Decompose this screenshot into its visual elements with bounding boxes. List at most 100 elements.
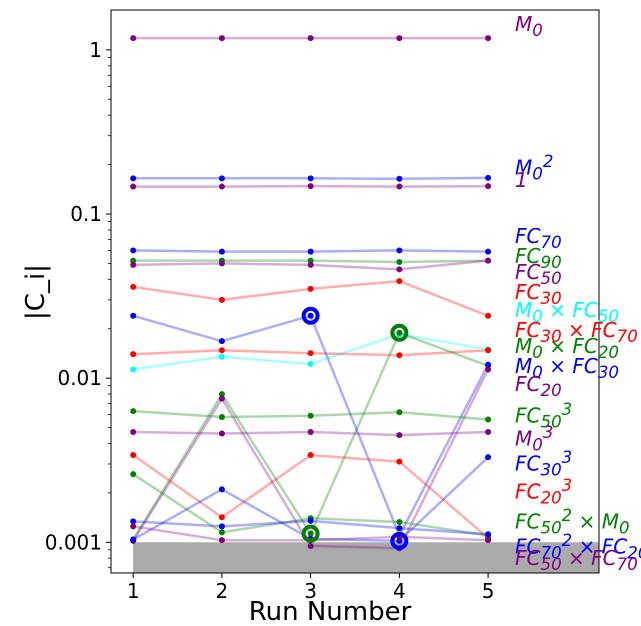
- series-label: FC70: [515, 224, 562, 252]
- y-tick-label: 0.001: [45, 530, 102, 554]
- x-tick-label: 4: [393, 579, 406, 603]
- data-point: [307, 35, 314, 42]
- data-point: [218, 353, 225, 360]
- data-point: [130, 408, 137, 415]
- data-point: [130, 257, 137, 264]
- data-point: [485, 537, 492, 544]
- data-point: [130, 283, 137, 290]
- data-point: [218, 486, 225, 493]
- data-point: [218, 296, 225, 303]
- data-point: [396, 432, 403, 439]
- data-point: [485, 366, 492, 373]
- series-label: M0: [515, 12, 543, 40]
- data-point: [307, 350, 314, 357]
- series-label: FC502 × M0: [515, 506, 630, 538]
- data-point: [218, 529, 225, 536]
- series-label: FC303: [515, 448, 573, 480]
- x-tick-label: 1: [127, 579, 140, 603]
- data-point: [485, 174, 492, 181]
- data-point: [307, 285, 314, 292]
- data-point: [485, 416, 492, 423]
- series-label: FC50 × FC70: [515, 546, 638, 574]
- data-point: [218, 514, 225, 521]
- series-label: FC203: [515, 476, 573, 508]
- data-point: [218, 175, 225, 182]
- series-label: M02: [515, 152, 554, 184]
- series-label: FC50: [515, 260, 562, 288]
- data-point: [307, 312, 314, 319]
- data-point: [485, 248, 492, 255]
- data-point: [307, 452, 314, 459]
- data-point: [130, 261, 137, 268]
- data-point: [485, 428, 492, 435]
- data-point: [307, 412, 314, 419]
- data-point: [307, 257, 314, 264]
- data-point: [307, 360, 314, 367]
- x-tick-label: 2: [216, 579, 229, 603]
- highlight-ring: [301, 306, 320, 325]
- plot-frame: [110, 9, 600, 574]
- data-point: [218, 338, 225, 345]
- data-point: [396, 278, 403, 285]
- data-point: [218, 35, 225, 42]
- data-point: [307, 261, 314, 268]
- x-tick-label: 3: [304, 579, 317, 603]
- data-point: [396, 175, 403, 182]
- data-point: [130, 312, 137, 319]
- data-point: [485, 183, 492, 190]
- data-point: [485, 347, 492, 354]
- data-point: [218, 537, 225, 544]
- series-label: FC30 × FC70: [515, 318, 638, 346]
- data-point: [396, 352, 403, 359]
- data-point: [307, 517, 314, 524]
- highlight-ring: [390, 531, 409, 550]
- plot-background: [111, 10, 599, 573]
- series-label: FC503: [515, 400, 573, 432]
- series-label: FC90: [515, 244, 562, 272]
- data-point: [130, 35, 137, 42]
- data-point: [485, 361, 492, 368]
- highlight-ring: [390, 323, 409, 342]
- data-point: [218, 248, 225, 255]
- data-point: [218, 183, 225, 190]
- series-label: 1: [515, 168, 528, 192]
- data-point: [218, 260, 225, 267]
- data-point: [130, 351, 137, 358]
- data-point: [130, 536, 137, 543]
- data-point: [218, 413, 225, 420]
- series-label: FC30: [515, 280, 562, 308]
- series-label: M0 × FC30: [515, 354, 620, 382]
- series-label: M0 × FC50: [515, 298, 620, 326]
- data-point: [218, 395, 225, 402]
- highlight-ring: [301, 524, 320, 543]
- data-point: [218, 430, 225, 437]
- x-tick-label: 5: [482, 579, 495, 603]
- y-axis-title: |C_i|: [21, 264, 51, 320]
- data-point: [218, 523, 225, 530]
- data-point: [485, 35, 492, 42]
- data-point: [218, 391, 225, 398]
- data-point: [485, 454, 492, 461]
- data-point: [396, 525, 403, 532]
- y-tick-label: 1: [89, 38, 102, 62]
- series-label: FC20: [515, 372, 562, 400]
- data-point: [396, 266, 403, 273]
- data-point: [485, 312, 492, 319]
- y-axis-title-text: |C_i|: [21, 264, 51, 320]
- data-point: [307, 542, 314, 549]
- data-point: [396, 458, 403, 465]
- data-point: [396, 183, 403, 190]
- data-point: [130, 366, 137, 373]
- data-point: [130, 523, 137, 530]
- series-label: M03: [515, 423, 554, 455]
- data-point: [218, 347, 225, 354]
- data-point: [307, 183, 314, 190]
- data-point: [396, 329, 403, 336]
- data-point: [130, 247, 137, 254]
- data-point: [396, 247, 403, 254]
- y-tick-label: 0.1: [70, 202, 102, 226]
- data-point: [130, 471, 137, 478]
- data-point: [396, 259, 403, 266]
- data-point: [396, 518, 403, 525]
